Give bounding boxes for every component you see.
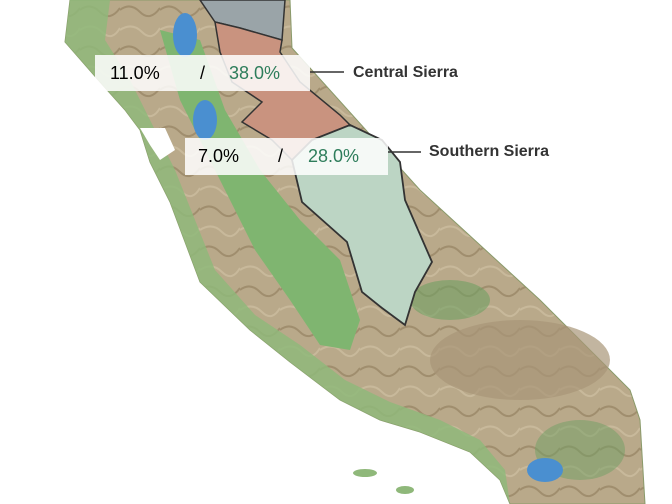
percent-value: 28.0% [308,146,359,166]
coastal-vegetation [65,0,510,504]
lake [193,100,217,140]
label-box [185,138,388,175]
island [353,469,377,477]
percent-value: 38.0% [229,63,280,83]
terrain-patch [410,280,490,320]
separator: / [200,63,205,83]
percent-value: 11.0% [110,63,160,83]
bay [140,128,175,160]
region-label: Central Sierra [353,64,458,81]
lake [173,13,197,57]
terrain-patch [430,320,610,400]
lake [527,458,563,482]
region-label: Southern Sierra [429,143,549,160]
separator: / [278,146,283,166]
island [396,486,414,494]
label-box [95,55,310,91]
percent-value: 7.0% [198,146,239,166]
